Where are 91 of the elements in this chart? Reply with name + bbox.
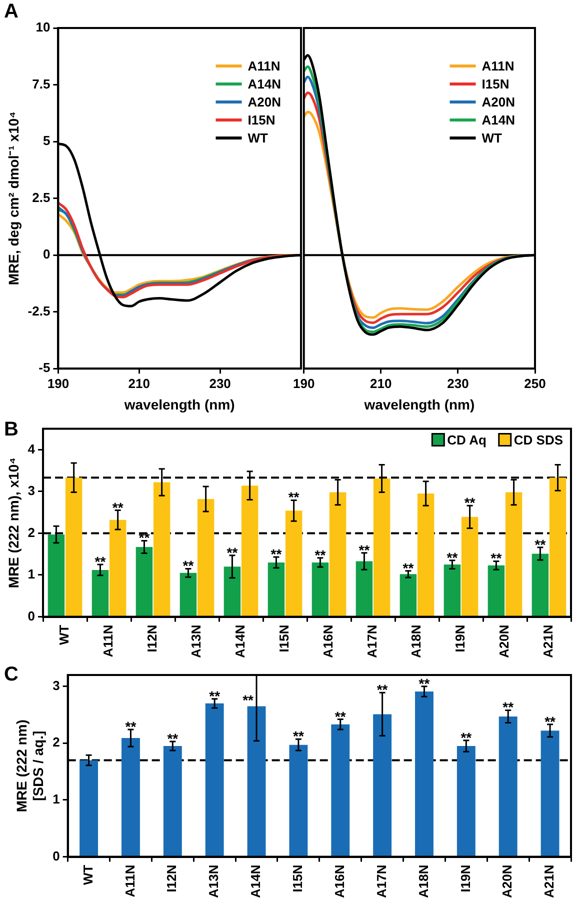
annotation: ** [125, 718, 137, 735]
x-tick-label: 250 [524, 376, 546, 391]
legend-label: A20N [248, 94, 282, 110]
y-tick-label: 0 [42, 246, 50, 262]
y-tick-label: 0 [28, 608, 36, 624]
legend-label: A14N [482, 112, 516, 128]
annotation: ** [502, 699, 514, 716]
x-tick-label: A21N [540, 624, 556, 658]
x-tick-label: A14N [248, 864, 264, 898]
x-tick-label: A16N [320, 624, 336, 658]
legend-label: I15N [248, 112, 276, 128]
y-tick-label: 3 [52, 678, 60, 693]
x-tick-label: I19N [452, 624, 468, 652]
x-axis-title: wavelength (nm) [123, 396, 235, 412]
x-tick-label: A20N [500, 864, 515, 898]
x-tick-label: WT [56, 624, 72, 645]
y-tick-label: 4 [28, 441, 36, 456]
annotation: ** [334, 708, 346, 724]
x-tick-label: 210 [370, 376, 392, 391]
annotation: ** [242, 692, 254, 708]
legend-label: WT [248, 130, 268, 146]
legend-label: CD SDS [514, 432, 564, 448]
y-tick-label: 10 [36, 20, 50, 35]
annotation: ** [534, 536, 546, 552]
annotation: ** [292, 728, 304, 744]
text: C [4, 664, 18, 686]
y-tick-label: 5 [42, 133, 50, 148]
annotation: ** [270, 546, 282, 562]
x-axis-title: wavelength (nm) [363, 396, 475, 412]
x-tick-label: A13N [188, 624, 204, 658]
y-tick-label: 2 [28, 524, 36, 540]
x-tick-label: 210 [128, 376, 150, 391]
legend-label: CD Aq [447, 432, 486, 448]
x-tick-label: 230 [447, 376, 469, 391]
annotation: ** [402, 560, 414, 576]
x-tick-label: I15N [276, 624, 292, 652]
y-axis-title: MRE, deg cm² dmol⁻¹ x10⁴ [5, 111, 22, 286]
y-axis-title: MRE (222 nm) [SDS / aq.] [13, 720, 46, 812]
x-tick-label: A13N [206, 864, 222, 898]
legend-label: A20N [482, 94, 516, 110]
text: A [4, 0, 18, 23]
y-tick-label: 2 [52, 734, 60, 750]
annotation: ** [112, 499, 124, 516]
annotation: ** [446, 549, 458, 566]
annotation: ** [226, 544, 238, 560]
legend-label: WT [482, 130, 502, 146]
legend-label: A11N [482, 58, 514, 74]
annotation: ** [418, 675, 430, 692]
annotation: ** [544, 713, 556, 730]
annotation: ** [464, 494, 476, 511]
annotation: ** [460, 729, 472, 746]
annotation: ** [182, 558, 194, 574]
x-tick-label: A20N [496, 624, 512, 658]
x-tick-label: A14N [232, 624, 248, 658]
x-tick-label: 190 [47, 376, 70, 391]
annotation: ** [358, 542, 370, 558]
y-tick-label: 0 [52, 848, 60, 864]
x-tick-label: 190 [292, 376, 315, 391]
y-tick-label: -2.5 [28, 303, 50, 318]
x-tick-label: A17N [364, 624, 380, 658]
annotation: ** [167, 730, 179, 746]
y-tick-label: 1 [52, 792, 60, 807]
legend-label: A14N [248, 76, 282, 92]
x-tick-label: A11N [122, 864, 138, 898]
y-tick-label: 7.5 [32, 76, 50, 92]
x-tick-label: I12N [164, 864, 180, 892]
annotation: ** [314, 546, 326, 563]
y-tick-label: 2.5 [32, 190, 50, 205]
annotation: ** [288, 489, 300, 506]
x-tick-label: I12N [144, 624, 160, 652]
x-tick-label: A21N [542, 864, 557, 898]
text: B [4, 418, 18, 441]
x-tick-label: I15N [290, 864, 306, 892]
y-axis-title: MRE (222 nm), x10⁴ [5, 457, 22, 588]
annotation: ** [490, 550, 502, 566]
x-tick-label: A16N [332, 864, 347, 898]
x-tick-label: A18N [416, 864, 431, 898]
x-tick-label: A11N [100, 624, 116, 658]
x-tick-label: 230 [209, 376, 231, 391]
annotation: ** [94, 554, 106, 570]
x-tick-label: A18N [408, 624, 424, 658]
annotation: ** [209, 688, 221, 704]
y-tick-label: 3 [28, 483, 36, 498]
x-tick-label: A17N [374, 864, 389, 898]
y-tick-label: 1 [28, 566, 36, 582]
legend-label: A11N [248, 58, 280, 74]
x-tick-label: WT [80, 864, 96, 885]
legend-label: I15N [482, 76, 510, 92]
y-tick-label: -5 [38, 360, 50, 376]
x-tick-label: I19N [458, 864, 473, 892]
annotation: ** [376, 682, 388, 698]
